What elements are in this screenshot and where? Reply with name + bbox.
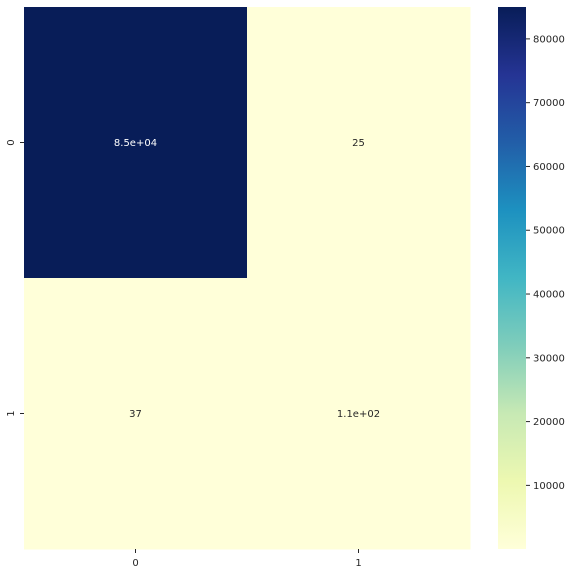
colorbar-tick-label: 80000 <box>533 34 565 45</box>
heatmap-cell <box>247 7 471 279</box>
colorbar-gradient <box>498 7 526 549</box>
colorbar-tick-label: 30000 <box>533 353 565 364</box>
heatmap-cell <box>24 278 248 550</box>
cell-annotation: 1.1e+02 <box>337 409 380 420</box>
cell-annotations: 8.5e+04 25 37 1.1e+02 <box>114 138 380 420</box>
cell-annotation: 37 <box>129 409 142 420</box>
colorbar-tick-label: 10000 <box>533 481 565 492</box>
colorbar-tick-label: 20000 <box>533 417 565 428</box>
y-tick-label: 1 <box>6 410 17 416</box>
colorbar-tick-label: 40000 <box>533 290 565 301</box>
y-tick-label: 0 <box>6 139 17 145</box>
colorbar-tick-label: 60000 <box>533 162 565 173</box>
x-tick-label: 0 <box>132 558 138 569</box>
cell-annotation: 8.5e+04 <box>114 138 157 149</box>
x-tick-label: 1 <box>355 558 361 569</box>
heatmap-cell <box>247 278 471 550</box>
colorbar-ticks: 10000 20000 30000 40000 50000 60000 70000 80000 <box>526 34 565 492</box>
heatmap-cell <box>24 7 248 279</box>
heatmap-cells <box>24 7 471 550</box>
colorbar-tick-label: 70000 <box>533 98 565 109</box>
cell-annotation: 25 <box>352 138 365 149</box>
y-axis: 01 <box>6 139 24 417</box>
colorbar-tick-label: 50000 <box>533 226 565 237</box>
colorbar: 10000 20000 30000 40000 50000 60000 70000 80000 <box>498 7 565 549</box>
